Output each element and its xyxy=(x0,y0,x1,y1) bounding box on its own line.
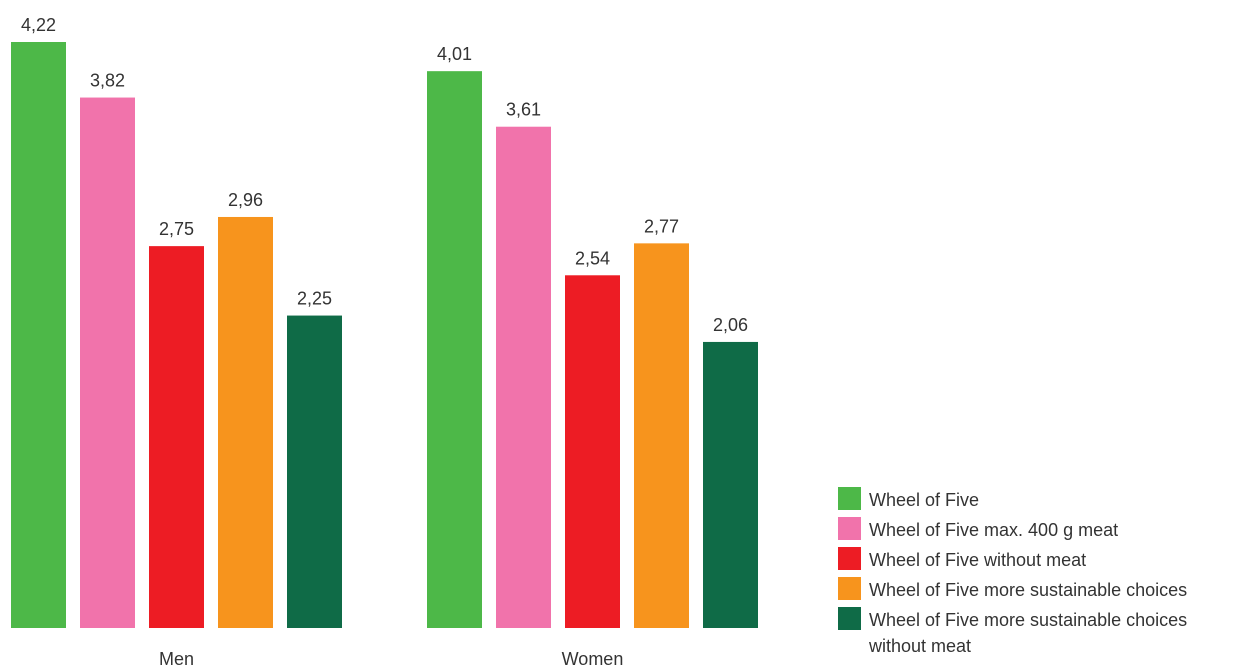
legend-label: Wheel of Five max. 400 g meat xyxy=(869,520,1119,540)
bar xyxy=(427,71,482,629)
bar xyxy=(634,243,689,628)
bar xyxy=(218,216,273,628)
bar xyxy=(565,275,620,628)
bar xyxy=(703,341,758,628)
legend-label: Wheel of Five more sustainable choices w… xyxy=(869,610,1188,656)
bar-value-label: 2,96 xyxy=(228,190,263,210)
legend-item: Wheel of Five more sustainable choices xyxy=(838,577,1237,603)
legend-label: Wheel of Five more sustainable choices xyxy=(869,580,1188,600)
legend-item: Wheel of Five max. 400 g meat xyxy=(838,517,1237,543)
bar xyxy=(496,126,551,628)
legend-label: Wheel of Five xyxy=(869,490,980,510)
category-label: Women xyxy=(562,649,624,668)
bar-value-label: 2,77 xyxy=(644,216,679,236)
bar-value-label: 4,01 xyxy=(437,44,472,64)
legend-swatch xyxy=(838,517,861,540)
bar-value-label: 2,25 xyxy=(297,289,332,309)
legend-swatch xyxy=(838,487,861,510)
legend-swatch xyxy=(838,547,861,570)
bar-value-label: 2,06 xyxy=(713,315,748,335)
bar-value-label: 2,75 xyxy=(159,219,194,239)
legend: Wheel of Five Wheel of Five max. 400 g m… xyxy=(838,487,1237,663)
bar xyxy=(149,246,204,628)
bar xyxy=(287,315,342,628)
legend-item: Wheel of Five without meat xyxy=(838,547,1237,573)
category-label: Men xyxy=(159,649,194,668)
legend-label: Wheel of Five without meat xyxy=(869,550,1087,570)
legend-swatch xyxy=(838,577,861,600)
bar xyxy=(11,42,66,628)
legend-item: Wheel of Five xyxy=(838,487,1237,513)
legend-item: Wheel of Five more sustainable choices w… xyxy=(838,607,1237,659)
bar-value-label: 3,82 xyxy=(90,71,125,91)
bar-value-label: 3,61 xyxy=(506,100,541,120)
bar xyxy=(80,97,135,628)
legend-swatch xyxy=(838,607,861,630)
bar-value-label: 2,54 xyxy=(575,248,610,268)
bar-value-label: 4,22 xyxy=(21,15,56,35)
